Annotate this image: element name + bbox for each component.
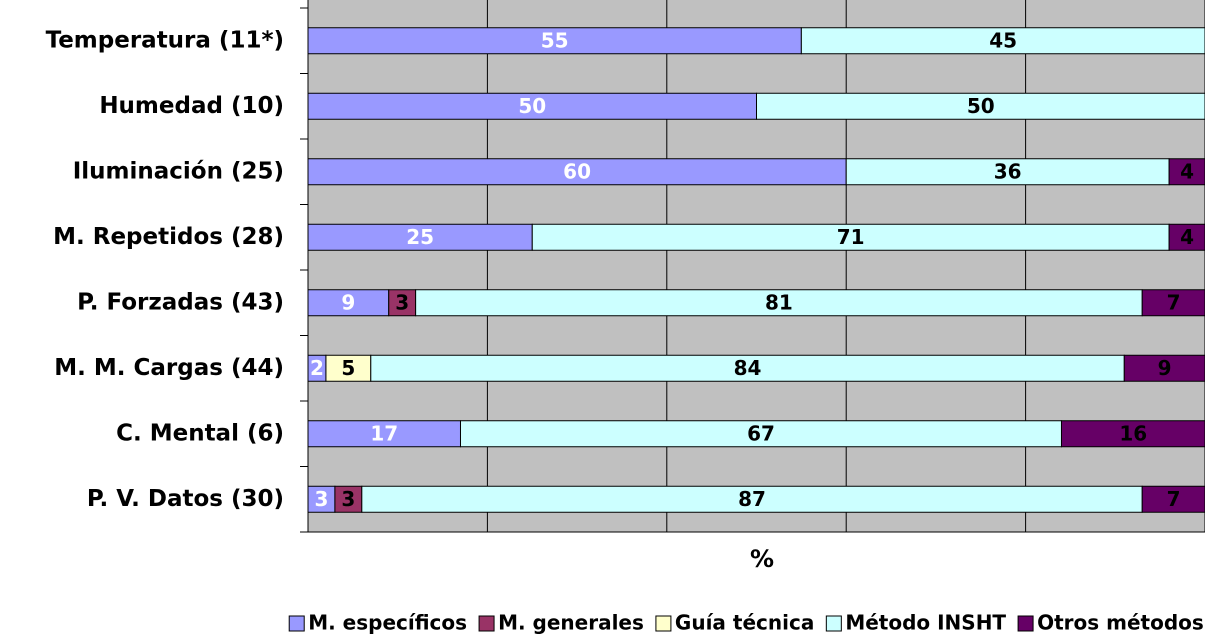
y-tick-label: P. Forzadas (43)	[77, 289, 284, 315]
bar-segment	[334, 485, 363, 513]
data-label: 17	[370, 421, 398, 445]
data-label: 25	[406, 225, 434, 249]
bar-segment	[307, 92, 757, 120]
data-label: 9	[1158, 356, 1172, 380]
bar-segment	[415, 289, 1143, 317]
legend-label: Método INSHT	[845, 611, 1006, 635]
legend-swatch	[655, 615, 672, 632]
bar-segment	[1168, 158, 1205, 186]
data-label: 45	[989, 28, 1017, 52]
legend-swatch	[288, 615, 305, 632]
data-label: 60	[563, 159, 591, 183]
legend-swatch	[478, 615, 495, 632]
data-label: 4	[1180, 225, 1194, 249]
plot-background	[308, 0, 1205, 532]
bar-segment	[1060, 420, 1205, 448]
data-label: 50	[967, 94, 995, 118]
data-label: 67	[747, 421, 775, 445]
data-label: 3	[314, 487, 328, 511]
bar-segment	[307, 289, 390, 317]
bar-segment	[459, 420, 1062, 448]
legend-label: M. específicos	[308, 611, 467, 635]
y-tick-label: M. M. Cargas (44)	[54, 355, 284, 381]
data-label: 50	[518, 94, 546, 118]
legend: M. específicos M. generales Guía técnica Mé…	[288, 611, 1204, 635]
data-label: 16	[1119, 421, 1147, 445]
x-axis-label: %	[750, 545, 774, 573]
legend-swatch	[825, 615, 842, 632]
bar-segment	[800, 27, 1205, 55]
y-tick-label: C. Mental (6)	[116, 420, 284, 446]
bar-segment	[361, 485, 1143, 513]
data-label: 4	[1180, 159, 1194, 183]
data-label: 84	[734, 356, 762, 380]
y-tick-label: Humedad (10)	[99, 93, 284, 119]
y-tick-label: M. Repetidos (28)	[53, 224, 284, 250]
bar-segment	[1123, 354, 1205, 382]
data-label: 87	[738, 487, 766, 511]
bar-segment	[1141, 289, 1205, 317]
bar-segment	[531, 223, 1170, 251]
y-tick-label: Temperatura (11*)	[46, 27, 284, 53]
data-label: 3	[341, 487, 355, 511]
legend-label: Guía técnica	[675, 611, 814, 635]
bar-segment	[325, 354, 372, 382]
y-tick-label: Iluminación (25)	[73, 158, 284, 184]
legend-label: M. generales	[498, 611, 644, 635]
data-label: 9	[341, 290, 355, 314]
data-label: 7	[1167, 487, 1181, 511]
bar-segment	[370, 354, 1125, 382]
bar-segment	[307, 27, 802, 55]
data-label: 36	[994, 159, 1022, 183]
bar-segment	[1141, 485, 1205, 513]
data-label: 2	[310, 356, 324, 380]
data-label: 7	[1167, 290, 1181, 314]
data-label: 3	[395, 290, 409, 314]
data-label: 55	[541, 28, 569, 52]
bar-segment	[756, 92, 1205, 120]
data-label: 81	[765, 290, 793, 314]
data-label: 5	[341, 356, 355, 380]
bar-segment	[388, 289, 417, 317]
legend-swatch	[1017, 615, 1034, 632]
y-tick-label: P. V. Datos (30)	[87, 486, 284, 512]
legend-label: Otros métodos	[1037, 611, 1204, 635]
data-label: 71	[837, 225, 865, 249]
